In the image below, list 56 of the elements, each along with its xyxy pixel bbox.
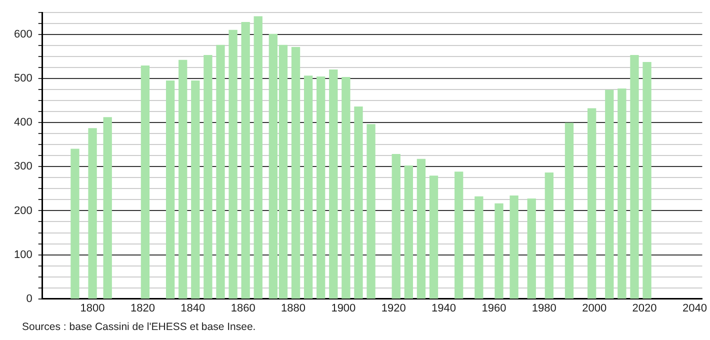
bar: [254, 16, 262, 299]
bar: [454, 172, 464, 299]
y-tick-label: 300: [14, 160, 32, 173]
x-tick-label: 2000: [582, 302, 607, 314]
bar: [605, 90, 614, 299]
bar: [70, 148, 80, 299]
x-tick-label: 1840: [180, 302, 206, 314]
bar: [630, 54, 639, 299]
x-tick-label: 1860: [230, 302, 256, 314]
source-note: Sources : base Cassini de l'EHESS et base Insee.: [22, 321, 256, 333]
x-tick-label: 1900: [331, 302, 356, 314]
bar: [191, 80, 200, 299]
bar: [166, 80, 175, 299]
bar: [329, 70, 338, 299]
bar: [342, 76, 350, 299]
bar: [103, 117, 112, 299]
x-tick-label: 1880: [281, 302, 306, 314]
bar: [404, 165, 413, 299]
bar: [316, 76, 326, 299]
x-tick-label: 1980: [532, 302, 556, 314]
bar: [618, 88, 626, 299]
bar: [527, 198, 536, 299]
bar: [392, 154, 400, 299]
bar: [216, 44, 225, 299]
x-tick-label: 1820: [130, 302, 155, 314]
y-tick-label: 600: [14, 28, 32, 41]
bar: [228, 30, 238, 299]
bar: [88, 128, 97, 299]
bar: [204, 54, 212, 299]
y-tick-label: 500: [14, 72, 32, 85]
bar: [178, 60, 188, 299]
y-tick-label: 100: [14, 248, 32, 261]
bar: [366, 124, 376, 299]
x-tick-label: 1960: [482, 302, 506, 314]
x-tick-label: 1920: [381, 302, 406, 314]
bar: [544, 172, 554, 299]
bar: [510, 195, 518, 299]
x-tick-label: 2020: [632, 302, 657, 314]
bar: [416, 158, 426, 299]
bar: [429, 176, 438, 299]
bar: [140, 66, 150, 299]
x-tick-label: 2040: [682, 302, 707, 314]
y-tick-label: 400: [14, 116, 32, 129]
y-tick-label: 0: [26, 292, 32, 305]
bar: [241, 22, 250, 299]
bar: [304, 76, 313, 299]
bar: [587, 108, 596, 299]
x-tick-label: 1940: [432, 302, 456, 314]
bar: [354, 106, 363, 299]
x-tick-label: 1800: [80, 302, 105, 314]
bar: [291, 47, 300, 299]
bar: [474, 196, 484, 299]
bar: [642, 62, 652, 299]
bar: [494, 203, 504, 299]
y-tick-label: 200: [14, 204, 32, 217]
bar: [564, 122, 574, 299]
